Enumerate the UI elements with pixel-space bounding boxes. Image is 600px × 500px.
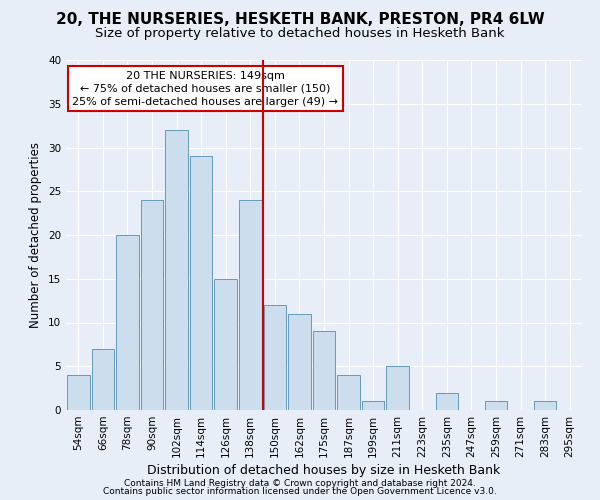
Bar	[263, 305, 286, 410]
Bar	[386, 366, 409, 410]
Text: Size of property relative to detached houses in Hesketh Bank: Size of property relative to detached ho…	[95, 28, 505, 40]
Bar	[239, 200, 262, 410]
Bar	[436, 392, 458, 410]
Text: Contains HM Land Registry data © Crown copyright and database right 2024.: Contains HM Land Registry data © Crown c…	[124, 478, 476, 488]
Bar	[337, 375, 360, 410]
Bar	[362, 401, 385, 410]
X-axis label: Distribution of detached houses by size in Hesketh Bank: Distribution of detached houses by size …	[148, 464, 500, 477]
Bar	[140, 200, 163, 410]
Bar	[288, 314, 311, 410]
Bar	[534, 401, 556, 410]
Y-axis label: Number of detached properties: Number of detached properties	[29, 142, 43, 328]
Bar	[67, 375, 89, 410]
Bar	[165, 130, 188, 410]
Bar	[485, 401, 508, 410]
Text: 20, THE NURSERIES, HESKETH BANK, PRESTON, PR4 6LW: 20, THE NURSERIES, HESKETH BANK, PRESTON…	[56, 12, 544, 28]
Bar	[92, 349, 114, 410]
Bar	[190, 156, 212, 410]
Text: Contains public sector information licensed under the Open Government Licence v3: Contains public sector information licen…	[103, 487, 497, 496]
Text: 20 THE NURSERIES: 149sqm
← 75% of detached houses are smaller (150)
25% of semi-: 20 THE NURSERIES: 149sqm ← 75% of detach…	[73, 70, 338, 107]
Bar	[313, 331, 335, 410]
Bar	[116, 235, 139, 410]
Bar	[214, 279, 237, 410]
